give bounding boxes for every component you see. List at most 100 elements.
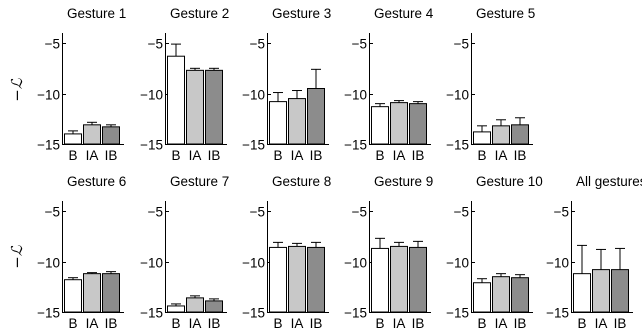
bar-ia: [390, 102, 408, 145]
y-tick-label: −5: [352, 37, 367, 52]
panel-all-gestures: All gestures −15 −10 −5 B IA IB: [546, 174, 642, 331]
y-tick-label: −10: [242, 88, 265, 103]
y-tick-label: −10: [242, 256, 265, 271]
bar-ia: [592, 269, 610, 313]
panel-title: Gesture 8: [272, 174, 331, 189]
y-tick-label: −15: [344, 306, 367, 321]
bar-ia: [390, 245, 408, 313]
y-tick-label: −15: [344, 138, 367, 153]
panel-title: Gesture 9: [374, 174, 433, 189]
x-tick-label-b: B: [171, 148, 180, 163]
x-tick-label-ib: IB: [105, 148, 118, 163]
bar-ia: [492, 125, 510, 145]
bar-ia: [186, 69, 204, 145]
panel-gesture-3: Gesture 3 −15 −10 −5 B IA IB: [242, 6, 331, 163]
bar-ib: [409, 246, 427, 313]
panel-gesture-8: Gesture 8 −15 −10 −5 B IA IB: [242, 174, 331, 331]
y-tick-label: −5: [148, 37, 163, 52]
y-tick-label: −15: [546, 306, 569, 321]
bar-ib: [307, 246, 325, 313]
x-tick-label-b: B: [477, 148, 486, 163]
x-tick-label-ia: IA: [189, 316, 202, 331]
panel-gesture-2: Gesture 2 −15 −10 −5 B IA IB: [140, 6, 229, 163]
x-tick-label-ia: IA: [495, 148, 508, 163]
x-tick-label-ia: IA: [86, 316, 99, 331]
x-tick-label-ia: IA: [393, 148, 406, 163]
y-tick-label: −15: [242, 138, 265, 153]
x-tick-label-ia: IA: [495, 316, 508, 331]
bar-ib: [611, 269, 629, 313]
panel-title: Gesture 5: [476, 6, 535, 21]
bar-b: [473, 131, 491, 145]
panel-title: All gestures: [576, 174, 642, 189]
bar-ib: [102, 273, 120, 313]
y-tick-label: −5: [45, 205, 60, 220]
y-tick-label: −5: [148, 205, 163, 220]
x-tick-label-ib: IB: [412, 316, 425, 331]
panel-gesture-7: Gesture 7 −15 −10 −5 B IA IB: [140, 174, 229, 331]
bar-b: [371, 106, 389, 145]
y-tick-label: −5: [352, 205, 367, 220]
bar-ib: [205, 69, 223, 145]
panel-gesture-9: Gesture 9 −15 −10 −5 B IA IB: [344, 174, 433, 331]
x-tick-label-ib: IB: [105, 316, 118, 331]
x-tick-label-b: B: [68, 148, 77, 163]
y-tick-label: −10: [37, 88, 60, 103]
x-tick-label-ib: IB: [514, 316, 527, 331]
bar-ib: [102, 126, 120, 145]
x-tick-label-ib: IB: [310, 148, 323, 163]
y-tick-label: −15: [140, 138, 163, 153]
y-tick-label: −10: [446, 256, 469, 271]
bar-b: [473, 282, 491, 313]
panel-gesture-5: Gesture 5 −15 −10 −5 B IA IB: [446, 6, 535, 163]
panel-title: Gesture 1: [67, 6, 126, 21]
y-axis-label-row-2: −ℒ: [8, 244, 26, 269]
bar-b: [167, 55, 185, 145]
y-tick-label: −10: [344, 88, 367, 103]
y-tick-label: −15: [140, 306, 163, 321]
bar-b: [64, 133, 82, 145]
bar-b: [269, 101, 287, 145]
panel-gesture-10: Gesture 10 −15 −10 −5 B IA IB: [446, 174, 543, 331]
x-tick-label-b: B: [375, 148, 384, 163]
x-tick-label-ib: IB: [614, 316, 627, 331]
bar-ib: [205, 300, 223, 313]
panel-gesture-4: Gesture 4 −15 −10 −5 B IA IB: [344, 6, 434, 163]
x-tick-label-b: B: [273, 316, 282, 331]
panel-title: Gesture 7: [170, 174, 229, 189]
x-tick-label-b: B: [477, 316, 486, 331]
y-tick-label: −5: [250, 205, 265, 220]
y-tick-label: −15: [37, 306, 60, 321]
y-tick-label: −10: [546, 256, 569, 271]
bar-ib: [511, 124, 529, 145]
bar-ia: [288, 245, 306, 313]
x-tick-label-ib: IB: [310, 316, 323, 331]
bar-ia: [492, 276, 510, 313]
x-tick-label-ia: IA: [189, 148, 202, 163]
y-tick-label: −5: [250, 37, 265, 52]
y-tick-label: −15: [446, 138, 469, 153]
x-tick-label-b: B: [171, 316, 180, 331]
x-tick-label-b: B: [375, 316, 384, 331]
y-axis-label-row-1: −ℒ: [8, 77, 26, 102]
bar-b: [64, 279, 82, 313]
panel-title: Gesture 10: [476, 174, 543, 189]
bar-b: [269, 246, 287, 313]
panel-title: Gesture 4: [374, 6, 434, 21]
bar-ia: [186, 297, 204, 313]
x-tick-label-ia: IA: [291, 148, 304, 163]
x-tick-label-ib: IB: [208, 148, 221, 163]
bar-ib: [409, 103, 427, 145]
x-tick-label-b: B: [273, 148, 282, 163]
x-tick-label-ib: IB: [208, 316, 221, 331]
y-tick-label: −10: [344, 256, 367, 271]
x-tick-label-ia: IA: [393, 316, 406, 331]
x-tick-label-ia: IA: [291, 316, 304, 331]
bar-b: [371, 247, 389, 313]
x-tick-label-ib: IB: [514, 148, 527, 163]
x-tick-label-ia: IA: [595, 316, 608, 331]
bar-ia: [83, 124, 101, 145]
y-tick-label: −5: [45, 37, 60, 52]
panel-title: Gesture 3: [272, 6, 331, 21]
